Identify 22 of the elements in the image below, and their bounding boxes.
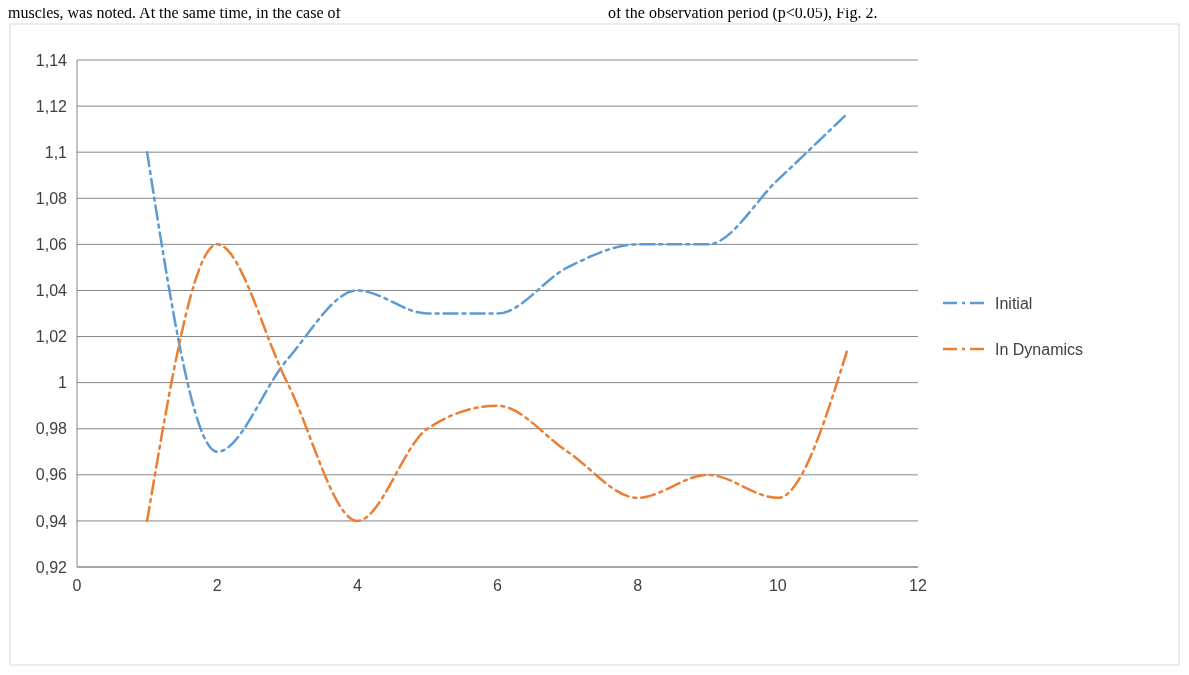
y-tick-label: 0,98	[35, 420, 68, 438]
legend-label: In Dynamics	[995, 340, 1084, 358]
y-tick-label: 1,04	[35, 282, 68, 300]
y-tick-label: 1,12	[35, 97, 68, 115]
y-tick-label: 1	[58, 374, 68, 392]
y-tick-label: 1,14	[35, 51, 68, 69]
x-tick-label: 2	[212, 577, 222, 594]
x-tick-label: 10	[768, 577, 787, 594]
x-tick-label: 4	[352, 577, 362, 594]
y-tick-label: 0,94	[35, 512, 68, 530]
y-tick-label: 1,02	[35, 328, 68, 346]
y-tick-label: 1,1	[44, 143, 68, 161]
y-tick-label: 0,96	[35, 466, 68, 484]
x-tick-label: 6	[493, 577, 503, 594]
x-tick-label: 0	[72, 577, 82, 594]
y-tick-label: 1,08	[35, 189, 68, 207]
y-tick-label: 1,06	[35, 235, 68, 253]
x-tick-label: 8	[633, 577, 643, 594]
line-series	[145, 243, 850, 523]
legend-label: Initial	[995, 294, 1033, 312]
x-tick-label: 12	[909, 577, 927, 594]
y-tick-label: 0,92	[35, 558, 68, 576]
